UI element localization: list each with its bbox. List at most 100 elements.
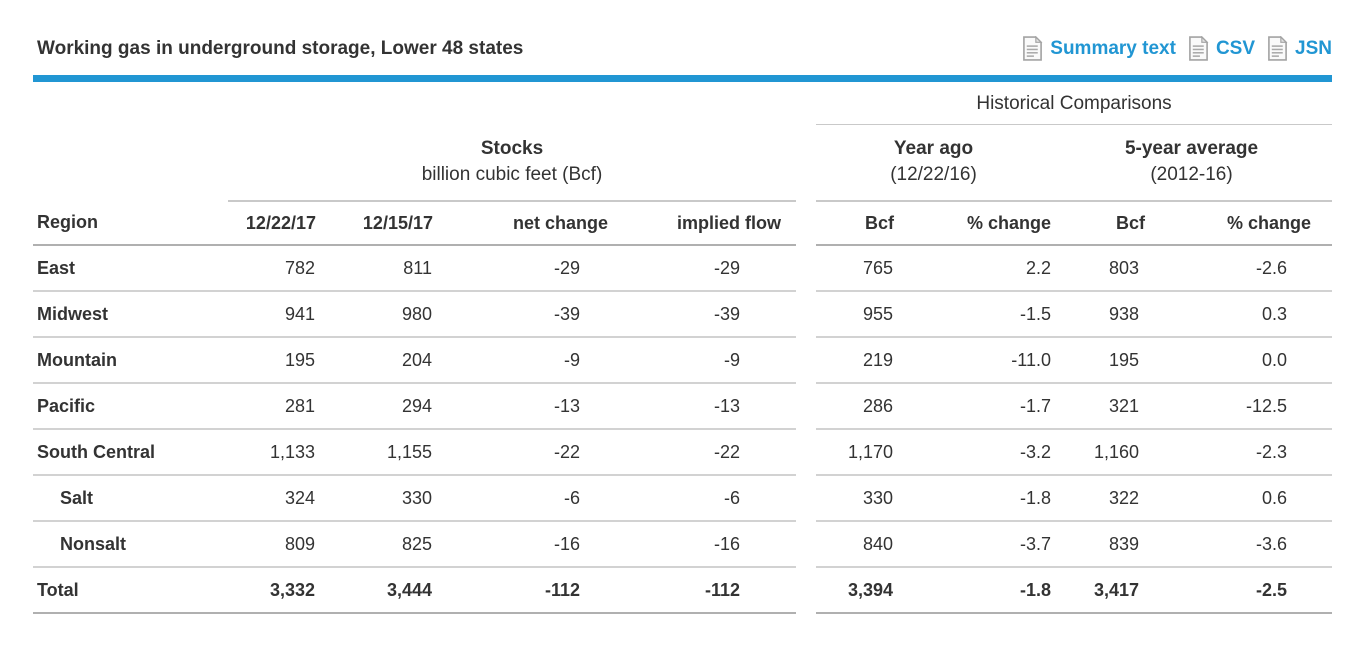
title-bar: Working gas in underground storage, Lowe… [33,0,1332,70]
value-cell: -9 [608,337,796,384]
value-cell: 811 [316,245,433,292]
five-year-average-header: 5-year average (2012-16) [1051,124,1333,202]
column-gap [796,337,816,383]
column-gap [796,245,816,291]
value-cell: 3,444 [316,567,433,614]
value-cell: -112 [433,567,608,614]
table-row-midwest: Midwest 941 980 -39 -39 955 -1.5 938 0.3 [33,291,1333,338]
value-cell: 3,332 [228,567,316,614]
jsn-link[interactable]: JSN [1267,35,1332,61]
col-header-five-year-bcf: Bcf [1051,201,1145,246]
col-header-prior-week: 12/15/17 [316,201,433,246]
col-header-net-change: net change [433,201,608,246]
value-cell: -2.3 [1145,429,1333,476]
region-cell: Midwest [33,291,228,338]
table-row-east: East 782 811 -29 -29 765 2.2 803 -2.6 [33,245,1333,292]
summary-text-label: Summary text [1050,37,1176,59]
historical-comparisons-row: Historical Comparisons [33,82,1333,125]
value-cell: 938 [1051,291,1145,338]
jsn-label: JSN [1295,37,1332,59]
value-cell: 840 [816,521,894,568]
region-cell: Mountain [33,337,228,384]
region-cell: East [33,245,228,292]
value-cell: 294 [316,383,433,430]
csv-label: CSV [1215,37,1256,59]
column-gap [796,201,816,245]
document-icon [1267,35,1288,61]
spacer-cell [33,82,796,124]
value-cell: -9 [433,337,608,384]
column-gap [796,82,816,124]
value-cell: 0.6 [1145,475,1333,522]
value-cell: -3.2 [894,429,1051,476]
value-cell: -11.0 [894,337,1051,384]
col-header-implied-flow: implied flow [608,201,796,246]
value-cell: -29 [608,245,796,292]
value-cell: 219 [816,337,894,384]
report-page: Working gas in underground storage, Lowe… [33,0,1333,614]
stocks-header: Stocks billion cubic feet (Bcf) [228,124,796,202]
document-icon [1188,35,1209,61]
col-header-five-year-pct: % change [1145,201,1333,246]
value-cell: -1.8 [894,475,1051,522]
column-gap [796,124,816,201]
value-cell: -16 [433,521,608,568]
value-cell: 803 [1051,245,1145,292]
value-cell: -39 [608,291,796,338]
region-cell: Salt [33,475,228,522]
value-cell: -2.6 [1145,245,1333,292]
table-row-south-central: South Central 1,133 1,155 -22 -22 1,170 … [33,429,1333,476]
column-gap [796,291,816,337]
value-cell: 2.2 [894,245,1051,292]
csv-link[interactable]: CSV [1188,35,1256,61]
value-cell: -6 [433,475,608,522]
value-cell: -1.5 [894,291,1051,338]
column-gap [796,475,816,521]
page-title: Working gas in underground storage, Lowe… [37,37,524,59]
value-cell: 3,417 [1051,567,1145,614]
value-cell: 324 [228,475,316,522]
table-row-salt: Salt 324 330 -6 -6 330 -1.8 322 0.6 [33,475,1333,522]
value-cell: 204 [316,337,433,384]
year-ago-subtitle: (12/22/16) [890,164,977,186]
col-header-region: Region [33,201,228,246]
value-cell: -13 [433,383,608,430]
col-header-year-ago-pct: % change [894,201,1051,246]
value-cell: 1,155 [316,429,433,476]
value-cell: 955 [816,291,894,338]
value-cell: -13 [608,383,796,430]
value-cell: 330 [316,475,433,522]
value-cell: -6 [608,475,796,522]
table-row-pacific: Pacific 281 294 -13 -13 286 -1.7 321 -12… [33,383,1333,430]
value-cell: -22 [433,429,608,476]
value-cell: 825 [316,521,433,568]
year-ago-header: Year ago (12/22/16) [816,124,1051,202]
value-cell: 321 [1051,383,1145,430]
value-cell: -22 [608,429,796,476]
value-cell: 322 [1051,475,1145,522]
value-cell: -112 [608,567,796,614]
col-header-current-week: 12/22/17 [228,201,316,246]
region-cell: Total [33,567,228,614]
value-cell: -1.8 [894,567,1051,614]
accent-divider [33,75,1332,82]
column-gap [796,567,816,613]
document-icon [1022,35,1043,61]
spacer-cell [33,124,228,201]
value-cell: 195 [228,337,316,384]
value-cell: 330 [816,475,894,522]
group-header-row: Stocks billion cubic feet (Bcf) Year ago… [33,124,1333,202]
value-cell: 941 [228,291,316,338]
storage-table: Historical Comparisons Stocks billion cu… [33,82,1333,614]
column-gap [796,429,816,475]
summary-text-link[interactable]: Summary text [1022,35,1176,61]
value-cell: 782 [228,245,316,292]
col-header-year-ago-bcf: Bcf [816,201,894,246]
year-ago-title: Year ago [893,138,974,160]
table-row-total: Total 3,332 3,444 -112 -112 3,394 -1.8 3… [33,567,1333,614]
value-cell: -2.5 [1145,567,1333,614]
five-year-subtitle: (2012-16) [1150,164,1233,186]
value-cell: -16 [608,521,796,568]
table-row-mountain: Mountain 195 204 -9 -9 219 -11.0 195 0.0 [33,337,1333,384]
value-cell: 281 [228,383,316,430]
